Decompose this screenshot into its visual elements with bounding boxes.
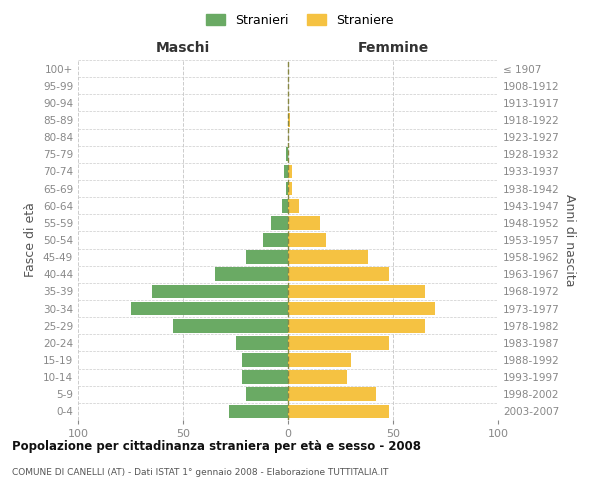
Bar	[229, 404, 288, 418]
Bar	[236, 336, 288, 349]
Bar	[288, 302, 435, 316]
Bar	[288, 216, 320, 230]
Bar	[288, 182, 292, 196]
Bar	[288, 284, 425, 298]
Bar	[288, 164, 292, 178]
Bar	[173, 319, 288, 332]
Bar	[215, 268, 288, 281]
Bar	[286, 182, 288, 196]
Bar	[152, 284, 288, 298]
Bar	[288, 113, 290, 127]
Bar	[242, 353, 288, 367]
Text: Popolazione per cittadinanza straniera per età e sesso - 2008: Popolazione per cittadinanza straniera p…	[12, 440, 421, 453]
Y-axis label: Anni di nascita: Anni di nascita	[563, 194, 576, 286]
Bar	[246, 388, 288, 401]
Bar	[288, 250, 368, 264]
Bar	[288, 268, 389, 281]
Bar	[263, 233, 288, 247]
Bar	[282, 199, 288, 212]
Legend: Stranieri, Straniere: Stranieri, Straniere	[202, 8, 398, 32]
Bar	[288, 353, 351, 367]
Bar	[246, 250, 288, 264]
Bar	[288, 370, 347, 384]
Bar	[284, 164, 288, 178]
Bar	[288, 404, 389, 418]
Bar	[288, 319, 425, 332]
Bar	[288, 336, 389, 349]
Y-axis label: Fasce di età: Fasce di età	[25, 202, 37, 278]
Text: COMUNE DI CANELLI (AT) - Dati ISTAT 1° gennaio 2008 - Elaborazione TUTTITALIA.IT: COMUNE DI CANELLI (AT) - Dati ISTAT 1° g…	[12, 468, 388, 477]
Bar	[131, 302, 288, 316]
Bar	[271, 216, 288, 230]
Bar	[288, 233, 326, 247]
Bar	[288, 388, 376, 401]
Bar	[286, 148, 288, 161]
Bar	[242, 370, 288, 384]
Bar	[288, 199, 299, 212]
